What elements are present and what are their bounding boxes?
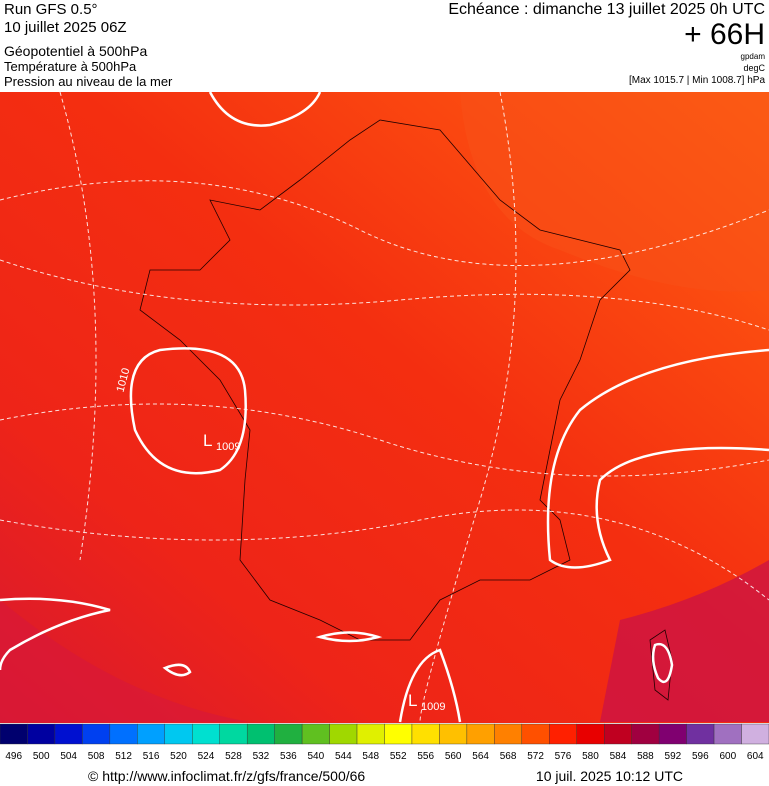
coastline bbox=[139, 119, 673, 701]
colorbar-swatch bbox=[274, 723, 303, 745]
colorbar-swatch bbox=[192, 723, 220, 745]
unit: degC bbox=[743, 63, 765, 73]
colorbar-swatch bbox=[439, 723, 468, 745]
run-time: 10 juillet 2025 06Z bbox=[4, 19, 127, 36]
colorbar-swatch bbox=[521, 723, 550, 745]
colorbar-label: 568 bbox=[500, 751, 517, 762]
colorbar-label: 540 bbox=[307, 751, 324, 762]
field: Géopotentiel à 500hPa bbox=[4, 43, 147, 59]
colorbar-label: 524 bbox=[198, 751, 215, 762]
cool-area bbox=[600, 560, 769, 722]
colorbar-label: 596 bbox=[692, 751, 709, 762]
lead-time: + 66H bbox=[684, 18, 765, 51]
colorbar-label: 500 bbox=[33, 751, 50, 762]
colorbar-label: 592 bbox=[665, 751, 682, 762]
colorbar-swatch bbox=[658, 723, 687, 745]
colorbar-swatch bbox=[164, 723, 193, 745]
colorbar-swatch bbox=[27, 723, 56, 745]
colorbar-swatch bbox=[109, 723, 138, 745]
low-value: 1009 bbox=[216, 441, 240, 453]
colorbar-swatch bbox=[549, 723, 577, 745]
colorbar-label: 508 bbox=[88, 751, 105, 762]
colorbar-label: 580 bbox=[582, 751, 599, 762]
low-value: 1009 bbox=[421, 701, 445, 713]
colorbar-swatch bbox=[0, 723, 28, 745]
colorbar-label: 588 bbox=[637, 751, 654, 762]
colorbar-swatch bbox=[713, 723, 742, 745]
colorbar-label: 544 bbox=[335, 751, 352, 762]
cool-area bbox=[0, 600, 250, 722]
pressure-contours bbox=[0, 91, 769, 723]
colorbar-swatch bbox=[54, 723, 83, 745]
colorbar-label: 532 bbox=[253, 751, 270, 762]
colorbar-label: 556 bbox=[417, 751, 434, 762]
field: Pression au niveau de la mer bbox=[4, 74, 173, 89]
colorbar-swatch bbox=[246, 723, 275, 745]
colorbar-swatch bbox=[329, 723, 358, 745]
colorbar-swatch bbox=[494, 723, 523, 745]
colorbar-swatch bbox=[384, 723, 413, 745]
source: © http://www.infoclimat.fr/z/gfs/france/… bbox=[88, 768, 365, 784]
colorbar-label: 560 bbox=[445, 751, 462, 762]
unit: gpdam bbox=[741, 52, 766, 61]
colorbar-swatch bbox=[576, 723, 605, 745]
colorbar-label: 548 bbox=[362, 751, 379, 762]
warm-area bbox=[460, 92, 769, 292]
colorbar-swatch bbox=[741, 723, 769, 745]
colorbar-label: 584 bbox=[610, 751, 627, 762]
field: Température à 500hPa bbox=[4, 59, 137, 74]
colorbar-swatch bbox=[604, 723, 632, 745]
colorbar-swatch bbox=[301, 723, 330, 745]
colorbar-swatch bbox=[137, 723, 165, 745]
colorbar-label: 528 bbox=[225, 751, 242, 762]
colorbar-label: 576 bbox=[555, 751, 572, 762]
map bbox=[0, 91, 769, 723]
colorbar-swatch bbox=[219, 723, 248, 745]
low-marker: L bbox=[203, 431, 212, 450]
colorbar-label: 564 bbox=[472, 751, 489, 762]
low-marker: L bbox=[408, 691, 417, 710]
colorbar-swatch bbox=[631, 723, 660, 745]
colorbar-swatch bbox=[356, 723, 385, 745]
temperature-contours bbox=[0, 91, 769, 723]
colorbar-label: 504 bbox=[60, 751, 77, 762]
colorbar-label: 552 bbox=[390, 751, 407, 762]
valid-time: Echéance : dimanche 13 juillet 2025 0h U… bbox=[448, 1, 765, 18]
colorbar: 496 500 504 508 512 516 520 524 528 532 536 540 544 5… bbox=[0, 723, 769, 762]
colorbar-swatch bbox=[82, 723, 111, 745]
colorbar-swatch bbox=[411, 723, 440, 745]
timestamp: 10 juil. 2025 10:12 UTC bbox=[536, 768, 683, 784]
colorbar-label: 536 bbox=[280, 751, 297, 762]
colorbar-label: 600 bbox=[719, 751, 736, 762]
colorbar-label: 572 bbox=[527, 751, 544, 762]
colorbar-label: 516 bbox=[143, 751, 160, 762]
colorbar-label: 604 bbox=[747, 751, 764, 762]
unit: [Max 1015.7 | Min 1008.7] hPa bbox=[629, 75, 765, 86]
colorbar-swatch bbox=[686, 723, 715, 745]
colorbar-label: 520 bbox=[170, 751, 187, 762]
colorbar-label: 512 bbox=[115, 751, 132, 762]
title: Run GFS 0.5° bbox=[4, 1, 98, 18]
colorbar-swatch bbox=[466, 723, 495, 745]
colorbar-label: 496 bbox=[5, 751, 22, 762]
